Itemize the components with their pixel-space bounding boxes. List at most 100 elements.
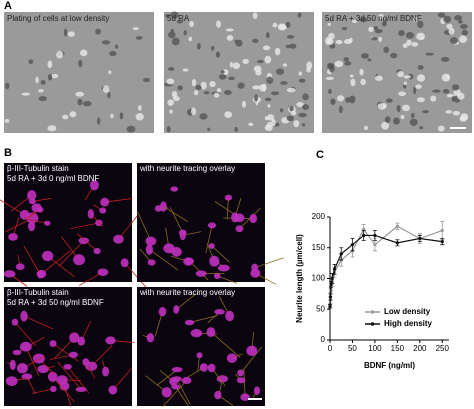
cell bbox=[216, 88, 222, 93]
cell bbox=[102, 85, 110, 93]
cell-body bbox=[181, 376, 192, 384]
cell bbox=[402, 43, 408, 49]
cell-body bbox=[21, 373, 33, 380]
neurite bbox=[162, 380, 187, 408]
data-point bbox=[350, 243, 355, 247]
cell bbox=[253, 65, 262, 73]
cell bbox=[330, 98, 336, 105]
cell-body bbox=[214, 309, 225, 315]
cell-body bbox=[78, 237, 90, 245]
cell bbox=[79, 49, 88, 57]
cell bbox=[200, 81, 207, 90]
data-point bbox=[373, 243, 377, 247]
cell-body bbox=[100, 197, 110, 207]
cell bbox=[252, 38, 259, 43]
cell bbox=[170, 11, 179, 19]
cell bbox=[252, 85, 261, 90]
cell bbox=[142, 77, 151, 83]
neurite bbox=[0, 199, 25, 216]
cell-body bbox=[231, 212, 239, 223]
cell bbox=[341, 26, 348, 31]
series-line bbox=[329, 234, 443, 307]
cell-body bbox=[184, 319, 195, 326]
cell bbox=[302, 104, 310, 111]
cell bbox=[348, 37, 353, 43]
cell-body bbox=[158, 306, 167, 317]
neurite bbox=[240, 346, 263, 374]
cell bbox=[62, 114, 69, 120]
cell-body bbox=[3, 270, 16, 278]
cell-body bbox=[235, 225, 244, 233]
cell bbox=[169, 109, 173, 114]
cell bbox=[101, 40, 111, 45]
cell-body bbox=[249, 213, 257, 224]
cell bbox=[28, 59, 34, 65]
data-point bbox=[440, 240, 444, 244]
cell bbox=[171, 37, 180, 46]
cell-body bbox=[213, 272, 221, 280]
cell bbox=[335, 39, 343, 45]
cell bbox=[345, 97, 351, 103]
cell bbox=[410, 112, 415, 119]
cell bbox=[255, 70, 262, 76]
cell bbox=[135, 36, 143, 40]
cell-body bbox=[50, 385, 57, 393]
y-tick-label: 50 bbox=[316, 304, 325, 313]
cell bbox=[329, 64, 335, 73]
legend-marker bbox=[370, 322, 375, 326]
neurite bbox=[25, 346, 40, 376]
cell-body bbox=[224, 194, 233, 201]
cell-body bbox=[199, 363, 208, 372]
cell bbox=[191, 107, 197, 116]
cell-body bbox=[207, 363, 216, 373]
cell bbox=[325, 76, 335, 80]
cell-body bbox=[253, 386, 261, 396]
cell bbox=[51, 74, 59, 79]
cell bbox=[285, 21, 291, 28]
neurite bbox=[169, 207, 184, 233]
data-point bbox=[329, 283, 333, 287]
cell bbox=[459, 24, 468, 30]
cell-body bbox=[87, 209, 94, 219]
cell-body bbox=[69, 332, 80, 343]
neurite bbox=[176, 294, 196, 310]
cell bbox=[378, 13, 384, 19]
cell bbox=[167, 99, 174, 106]
cell-body bbox=[99, 207, 107, 214]
image-caption: with neurite tracing overlay bbox=[139, 164, 235, 173]
x-tick-label: 50 bbox=[348, 344, 357, 353]
cell-body bbox=[75, 387, 87, 393]
neurite bbox=[226, 197, 229, 220]
cell bbox=[442, 89, 450, 94]
cell bbox=[406, 39, 412, 46]
cell bbox=[445, 110, 453, 114]
neurite bbox=[211, 245, 230, 263]
cell bbox=[5, 82, 10, 90]
cell bbox=[272, 22, 278, 28]
cell bbox=[38, 89, 44, 93]
cell bbox=[241, 100, 247, 108]
data-point bbox=[418, 236, 422, 241]
cell-body bbox=[32, 353, 45, 364]
data-point bbox=[328, 295, 333, 299]
cell bbox=[338, 105, 343, 114]
cell bbox=[297, 12, 302, 18]
cell bbox=[224, 111, 233, 118]
cell bbox=[237, 82, 245, 89]
cell-body bbox=[161, 387, 172, 398]
cell-body bbox=[82, 358, 90, 366]
cell bbox=[451, 96, 455, 102]
cell bbox=[437, 12, 446, 18]
cell bbox=[166, 126, 171, 133]
cell bbox=[286, 115, 294, 122]
cell bbox=[164, 13, 171, 18]
cell bbox=[63, 28, 68, 37]
cell bbox=[461, 29, 468, 36]
cell bbox=[47, 60, 53, 69]
cell bbox=[443, 15, 452, 23]
cell-body bbox=[27, 221, 36, 232]
cell bbox=[229, 61, 233, 68]
cell-body bbox=[49, 340, 57, 348]
cell-body bbox=[47, 371, 58, 382]
cell bbox=[441, 73, 451, 82]
